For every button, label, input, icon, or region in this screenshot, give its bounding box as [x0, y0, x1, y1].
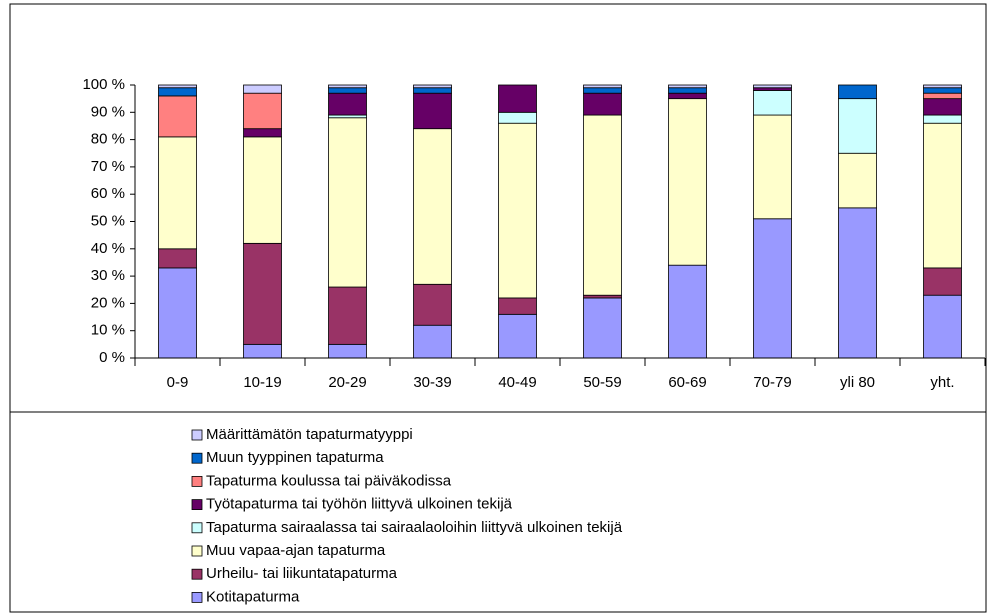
bar-segment — [243, 128, 282, 138]
bar-segment — [243, 92, 282, 130]
x-tick-label: 20-29 — [328, 374, 366, 391]
legend-label: Muu vapaa-ajan tapaturma — [206, 542, 386, 559]
y-tick-label: 80 % — [91, 131, 125, 148]
bar-segment — [753, 90, 792, 116]
y-tick-label: 40 % — [91, 240, 125, 257]
bar-segment — [328, 92, 367, 116]
bar-segment — [328, 87, 367, 94]
y-tick-label: 20 % — [91, 294, 125, 311]
bar-segment — [158, 84, 197, 89]
legend: Kotitapaturma Urheilu- tai liikuntatapatu… — [191, 426, 623, 605]
legend-swatch — [191, 592, 203, 603]
bar-segment — [583, 92, 622, 116]
bar-segment — [413, 87, 452, 94]
bar-segment — [668, 87, 707, 94]
bar-segment — [838, 152, 877, 209]
bar-segment — [498, 111, 537, 124]
bar-segment — [668, 264, 707, 359]
bar-segment — [923, 84, 962, 89]
x-tick-label: 10-19 — [243, 374, 281, 391]
bar-segment — [923, 98, 962, 116]
bar-segment — [668, 84, 707, 89]
y-tick-label: 60 % — [91, 185, 125, 202]
x-tick-label: 40-49 — [498, 374, 536, 391]
bar-segment — [753, 218, 792, 359]
bar-segment — [583, 294, 622, 299]
legend-label: Muun tyyppinen tapaturma — [206, 449, 384, 466]
bar-segment — [498, 122, 537, 299]
bar-segment — [923, 122, 962, 269]
legend-swatch — [191, 452, 203, 464]
bar-segment — [413, 128, 452, 285]
x-tick-label: 0-9 — [167, 374, 189, 391]
bar-segment — [923, 114, 962, 124]
bar-segment — [158, 95, 197, 138]
x-tick-label: 30-39 — [413, 374, 451, 391]
bar-segment — [158, 136, 197, 250]
bar-segment — [498, 297, 537, 315]
y-tick-label: 0 % — [99, 349, 125, 366]
x-tick-label: 70-79 — [753, 374, 791, 391]
bar-segment — [838, 207, 877, 359]
legend-label: Urheilu- tai liikuntatapaturma — [206, 565, 398, 582]
bar-segment — [923, 87, 962, 94]
bar-segment — [413, 92, 452, 130]
bar-segment — [838, 98, 877, 154]
bar-segment — [243, 242, 282, 345]
bar-segment — [583, 297, 622, 359]
legend-label: Kotitapaturma — [206, 588, 300, 605]
bar-segment — [328, 84, 367, 89]
legend-swatch — [191, 429, 203, 441]
legend-label: Tapaturma sairaalassa tai sairaalaoloihi… — [206, 519, 623, 536]
bar-segment — [583, 114, 622, 296]
legend-label: Määrittämätön tapaturmatyyppi — [206, 426, 413, 443]
bar-segment — [668, 98, 707, 266]
bar-segment — [158, 248, 197, 269]
x-tick-label: yli 80 — [840, 374, 875, 391]
bar-segment — [243, 343, 282, 359]
bar-segment — [158, 87, 197, 97]
y-tick-label: 50 % — [91, 212, 125, 229]
y-tick-label: 10 % — [91, 322, 125, 339]
legend-swatch — [191, 522, 203, 534]
y-tick-label: 90 % — [91, 103, 125, 120]
legend-label: Työtapaturma tai työhön liittyvä ulkoine… — [206, 496, 513, 513]
bar-segment — [753, 84, 792, 89]
bar-segment — [583, 84, 622, 89]
bar-segment — [838, 84, 877, 100]
bar-segment — [243, 136, 282, 244]
bar-segment — [328, 114, 367, 119]
bar-segment — [923, 92, 962, 100]
bar-segment — [328, 117, 367, 288]
legend-label: Tapaturma koulussa tai päiväkodissa — [206, 472, 452, 489]
y-tick-label: 70 % — [91, 158, 125, 175]
bar-segment — [753, 114, 792, 220]
bar-segment — [753, 87, 792, 91]
bar-segment — [413, 283, 452, 326]
x-tick-label: yht. — [930, 374, 954, 391]
legend-swatch — [191, 545, 203, 557]
x-tick-label: 60-69 — [668, 374, 706, 391]
bar-segment — [243, 84, 282, 94]
bar-segment — [413, 324, 452, 359]
y-tick-label: 30 % — [91, 267, 125, 284]
legend-frame — [9, 411, 987, 613]
bar-segment — [923, 267, 962, 296]
bar-segment — [498, 313, 537, 359]
bar-segment — [498, 84, 537, 113]
bar-segment — [328, 286, 367, 345]
bar-segment — [668, 92, 707, 100]
bar-segment — [923, 294, 962, 359]
bar-segment — [583, 87, 622, 94]
legend-swatch — [191, 568, 203, 580]
legend-swatch — [191, 499, 203, 511]
legend-swatch — [191, 475, 203, 487]
y-tick-label: 100 % — [82, 76, 125, 93]
x-tick-label: 50-59 — [583, 374, 621, 391]
bar-segment — [413, 84, 452, 89]
bar-segment — [158, 267, 197, 359]
bar-segment — [328, 343, 367, 359]
